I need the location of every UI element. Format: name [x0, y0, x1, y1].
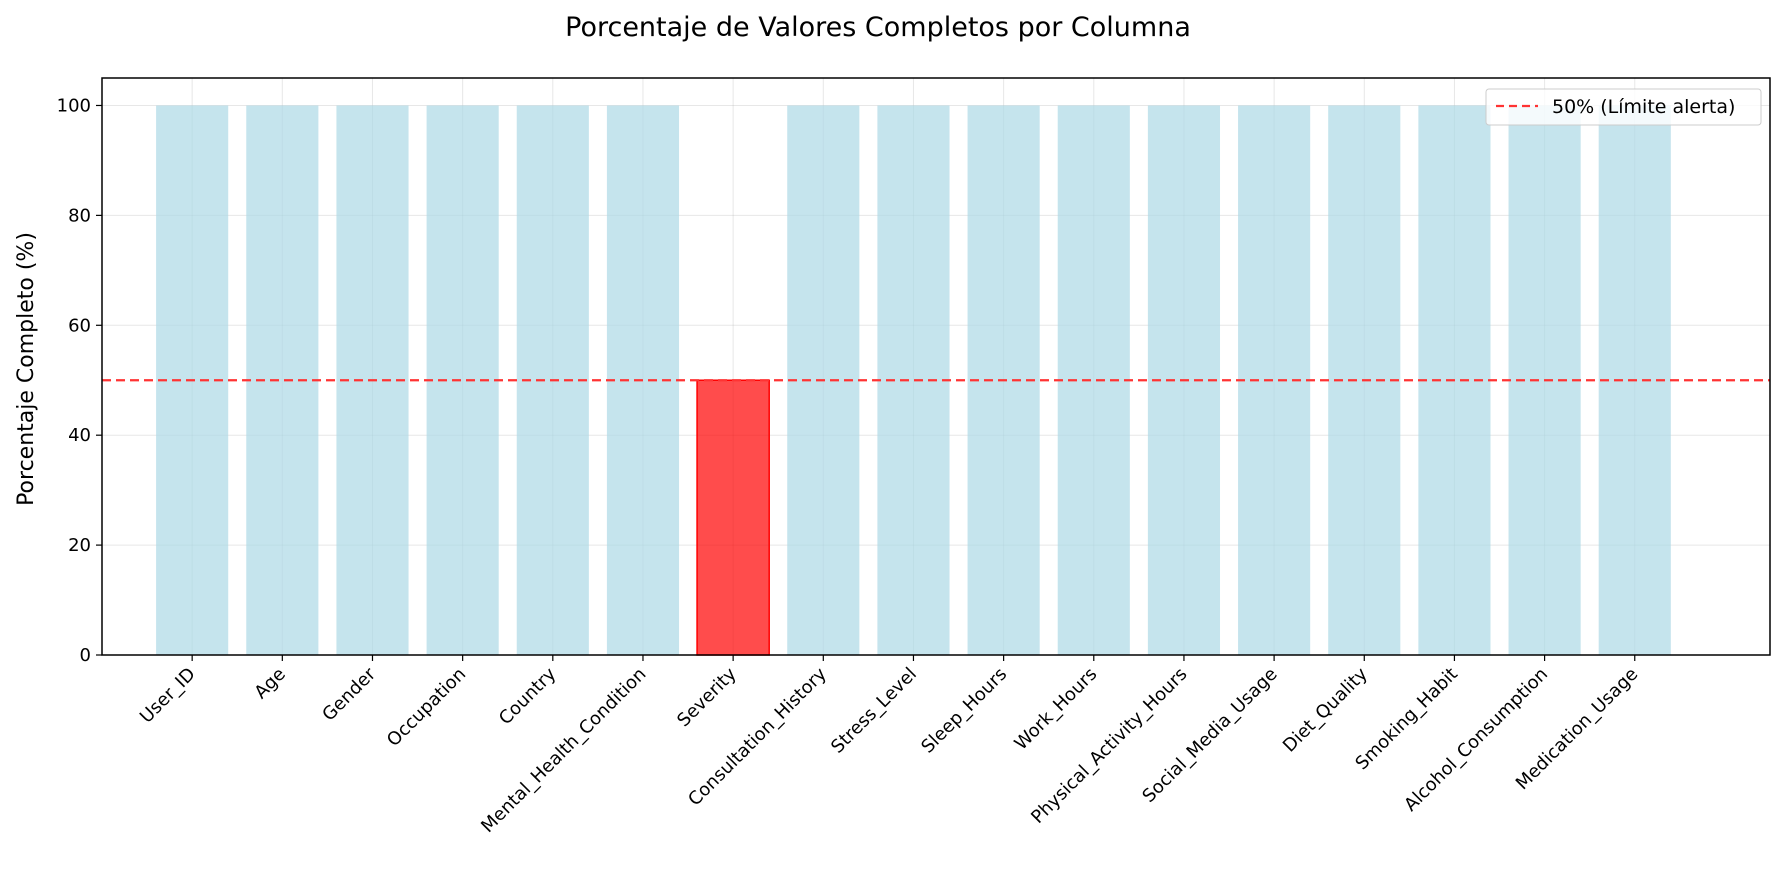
legend: 50% (Límite alerta): [1485, 88, 1762, 126]
y-tick-label: 80: [68, 205, 91, 226]
y-axis: 0 20 40 60 80 100: [57, 95, 102, 666]
x-tick-label: Sleep_Hours: [917, 664, 1011, 758]
x-tick-label: Diet_Quality: [1279, 663, 1372, 756]
bar-severity: [696, 379, 770, 656]
x-tick-label: Country: [495, 663, 561, 729]
x-tick-label: Mental_Health_Condition: [477, 664, 650, 837]
y-tick-label: 60: [68, 315, 91, 336]
x-tick-label: Stress_Level: [827, 664, 921, 758]
x-tick-label: Physical_Activity_Hours: [1027, 664, 1191, 828]
y-tick-label: 40: [68, 425, 91, 446]
x-tick-label: User_ID: [136, 664, 200, 728]
x-tick-label: Occupation: [383, 664, 470, 751]
y-tick-label: 0: [80, 645, 91, 666]
x-tick-label: Work_Hours: [1011, 664, 1102, 755]
y-tick-label: 100: [57, 95, 91, 116]
chart-title: Porcentaje de Valores Completos por Colu…: [565, 12, 1191, 43]
x-tick-label: Severity: [673, 663, 741, 731]
x-tick-label: Gender: [318, 663, 380, 725]
y-axis-title: Porcentaje Completo (%): [14, 232, 39, 506]
legend-threshold-label: 50% (Límite alerta): [1552, 96, 1735, 118]
plot-frame: [101, 77, 1771, 656]
x-tick-label: Age: [250, 664, 289, 703]
legend-frame: [1485, 88, 1762, 126]
x-axis: User_ID Age Gender Occupation CountryMental_…: [136, 655, 1642, 837]
y-tick-label: 20: [68, 535, 91, 556]
